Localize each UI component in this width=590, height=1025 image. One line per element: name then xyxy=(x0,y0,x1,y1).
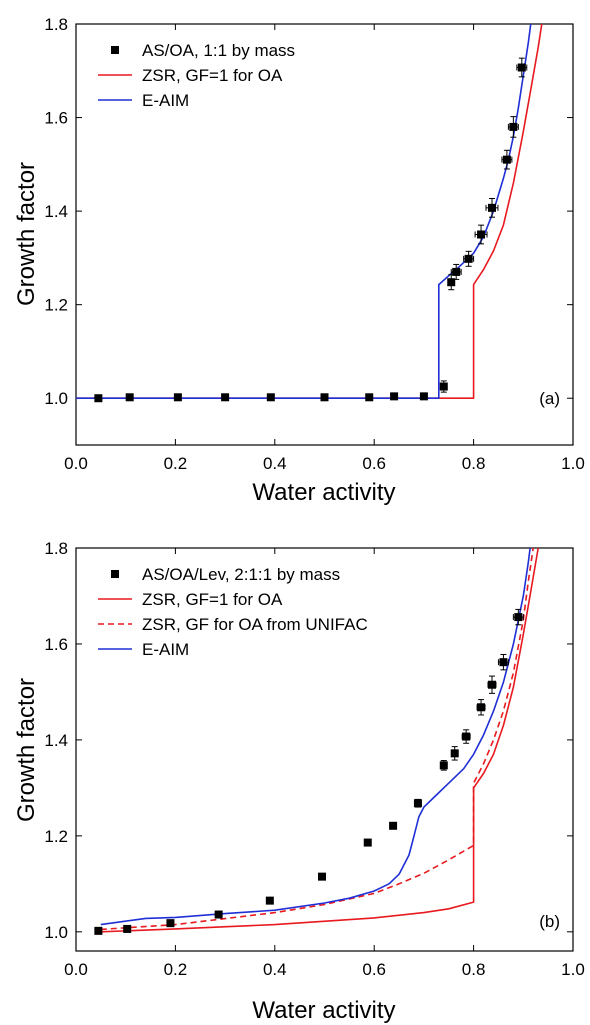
data-point-marker xyxy=(439,382,448,391)
data-point-marker xyxy=(318,872,327,881)
legend-marker xyxy=(111,570,119,578)
x-tick-label: 0.4 xyxy=(263,960,287,979)
data-points xyxy=(94,608,524,935)
y-tick-label: 1.0 xyxy=(44,923,68,942)
legend: AS/OA/Lev, 2:1:1 by mass ZSR, GF=1 for OA… xyxy=(98,565,368,659)
legend-marker xyxy=(111,46,119,54)
legend: AS/OA, 1:1 by mass ZSR, GF=1 for OA E-AIM xyxy=(98,41,295,110)
series-line xyxy=(76,24,532,399)
legend-label: ZSR, GF=1 for OA xyxy=(142,66,283,85)
data-point-marker xyxy=(517,63,526,72)
legend-label: AS/OA/Lev, 2:1:1 by mass xyxy=(142,565,340,584)
y-tick-label: 1.4 xyxy=(44,731,68,750)
data-point-marker xyxy=(125,393,134,402)
data-point-marker xyxy=(452,267,461,276)
y-tick-label: 1.4 xyxy=(44,202,68,221)
panel-label: (a) xyxy=(539,389,560,408)
data-point-marker xyxy=(487,680,496,689)
data-point-marker xyxy=(166,919,175,928)
x-tick-label: 0.8 xyxy=(462,454,486,473)
data-point-marker xyxy=(477,703,486,712)
x-tick-label: 0.4 xyxy=(263,454,287,473)
legend-label: ZSR, GF for OA from UNIFAC xyxy=(142,615,368,634)
data-point-marker xyxy=(499,658,508,667)
y-tick-label: 1.8 xyxy=(44,15,68,34)
series-lines xyxy=(76,24,543,399)
legend-label: ZSR, GF=1 for OA xyxy=(142,590,283,609)
x-axis-label: Water activity xyxy=(252,479,395,506)
x-tick-label: 0.0 xyxy=(64,960,88,979)
legend-label: E-AIM xyxy=(142,640,189,659)
y-axis-ticks: 1.0 1.2 1.4 1.6 1.8 xyxy=(44,539,573,942)
data-point-marker xyxy=(439,761,448,770)
series-line xyxy=(100,548,540,933)
chart-panel-a: 0.0 0.2 0.4 0.6 0.8 1.0 1.0 1.2 1.4 1.6 1.8 AS/OA… xyxy=(13,15,585,506)
y-tick-label: 1.2 xyxy=(44,827,68,846)
series-line xyxy=(100,548,534,931)
series-line xyxy=(100,548,531,926)
y-tick-label: 1.6 xyxy=(44,109,68,128)
data-point-marker xyxy=(413,799,422,808)
x-tick-label: 0.6 xyxy=(362,454,386,473)
data-point-marker xyxy=(514,613,523,622)
data-point-marker xyxy=(94,394,103,403)
data-point-marker xyxy=(477,230,486,239)
data-point-marker xyxy=(389,821,398,830)
data-point-marker xyxy=(214,910,223,919)
plot-frame xyxy=(75,23,574,446)
data-point-marker xyxy=(365,393,374,402)
data-point-marker xyxy=(221,393,230,402)
x-axis-ticks: 0.0 0.2 0.4 0.6 0.8 1.0 xyxy=(64,24,585,473)
data-points xyxy=(94,57,528,403)
legend-label: E-AIM xyxy=(142,91,189,110)
y-tick-label: 1.2 xyxy=(44,296,68,315)
data-point-marker xyxy=(502,155,511,164)
data-point-marker xyxy=(265,896,274,905)
data-point-marker xyxy=(363,838,372,847)
data-point-marker xyxy=(419,392,428,401)
series-line xyxy=(76,24,543,399)
data-point-marker xyxy=(173,393,182,402)
x-tick-label: 0.2 xyxy=(164,454,188,473)
data-point-marker xyxy=(509,122,518,131)
data-point-marker xyxy=(464,254,473,263)
data-point-marker xyxy=(320,393,329,402)
y-axis-label: Growth factor xyxy=(13,678,40,822)
plot-frame xyxy=(75,547,574,952)
data-point-marker xyxy=(266,393,275,402)
x-axis-label: Water activity xyxy=(252,997,395,1024)
x-tick-label: 0.2 xyxy=(164,960,188,979)
x-tick-label: 1.0 xyxy=(561,960,585,979)
data-point-marker xyxy=(450,749,459,758)
data-point-marker xyxy=(94,926,103,935)
x-tick-label: 0.8 xyxy=(462,960,486,979)
legend-label: AS/OA, 1:1 by mass xyxy=(142,41,295,60)
y-tick-label: 1.6 xyxy=(44,635,68,654)
data-point-marker xyxy=(123,924,132,933)
x-tick-label: 0.6 xyxy=(362,960,386,979)
x-axis-ticks: 0.0 0.2 0.4 0.6 0.8 1.0 xyxy=(64,548,585,979)
chart-panel-b: 0.0 0.2 0.4 0.6 0.8 1.0 1.0 1.2 1.4 1.6 1.8 AS/OA… xyxy=(13,539,585,1024)
y-tick-label: 1.8 xyxy=(44,539,68,558)
data-point-marker xyxy=(487,203,496,212)
panel-label: (b) xyxy=(539,912,560,931)
x-tick-label: 0.0 xyxy=(64,454,88,473)
data-point-marker xyxy=(390,392,399,401)
x-tick-label: 1.0 xyxy=(561,454,585,473)
data-point-marker xyxy=(447,278,456,287)
y-axis-label: Growth factor xyxy=(13,162,40,306)
y-tick-label: 1.0 xyxy=(44,389,68,408)
series-lines xyxy=(100,548,540,933)
data-point-marker xyxy=(462,732,471,741)
